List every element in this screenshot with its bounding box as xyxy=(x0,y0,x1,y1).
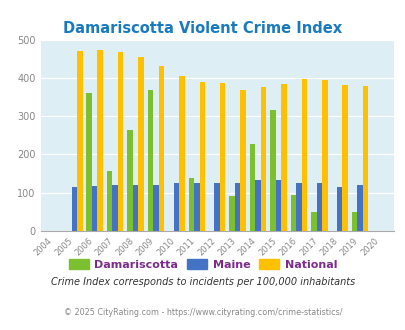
Bar xyxy=(301,79,307,231)
Bar xyxy=(220,83,225,231)
Bar xyxy=(260,87,266,231)
Bar xyxy=(71,187,77,231)
Bar xyxy=(107,171,112,231)
Bar xyxy=(351,212,356,231)
Bar xyxy=(127,130,132,231)
Bar xyxy=(147,90,153,231)
Text: Crime Index corresponds to incidents per 100,000 inhabitants: Crime Index corresponds to incidents per… xyxy=(51,278,354,287)
Bar xyxy=(173,183,179,231)
Bar xyxy=(310,212,316,231)
Bar xyxy=(362,86,367,231)
Bar xyxy=(275,181,281,231)
Bar xyxy=(77,51,82,231)
Bar xyxy=(117,52,123,231)
Bar xyxy=(86,93,92,231)
Bar xyxy=(132,185,138,231)
Bar xyxy=(158,66,164,231)
Bar xyxy=(356,185,362,231)
Legend: Damariscotta, Maine, National: Damariscotta, Maine, National xyxy=(64,255,341,274)
Bar xyxy=(92,186,97,231)
Bar xyxy=(153,185,158,231)
Bar xyxy=(179,76,184,231)
Bar xyxy=(188,178,194,231)
Bar xyxy=(138,57,143,231)
Bar xyxy=(290,195,295,231)
Bar xyxy=(336,187,342,231)
Bar xyxy=(97,50,103,231)
Bar xyxy=(342,85,347,231)
Text: © 2025 CityRating.com - https://www.cityrating.com/crime-statistics/: © 2025 CityRating.com - https://www.city… xyxy=(64,308,341,317)
Bar xyxy=(234,183,240,231)
Bar xyxy=(255,181,260,231)
Bar xyxy=(240,90,245,231)
Bar xyxy=(214,183,220,231)
Bar xyxy=(316,183,321,231)
Bar xyxy=(229,196,234,231)
Bar xyxy=(281,84,286,231)
Bar xyxy=(112,185,117,231)
Bar xyxy=(270,110,275,231)
Bar xyxy=(199,82,205,231)
Bar xyxy=(249,144,255,231)
Bar xyxy=(194,183,199,231)
Bar xyxy=(321,80,327,231)
Text: Damariscotta Violent Crime Index: Damariscotta Violent Crime Index xyxy=(63,21,342,36)
Bar xyxy=(295,183,301,231)
